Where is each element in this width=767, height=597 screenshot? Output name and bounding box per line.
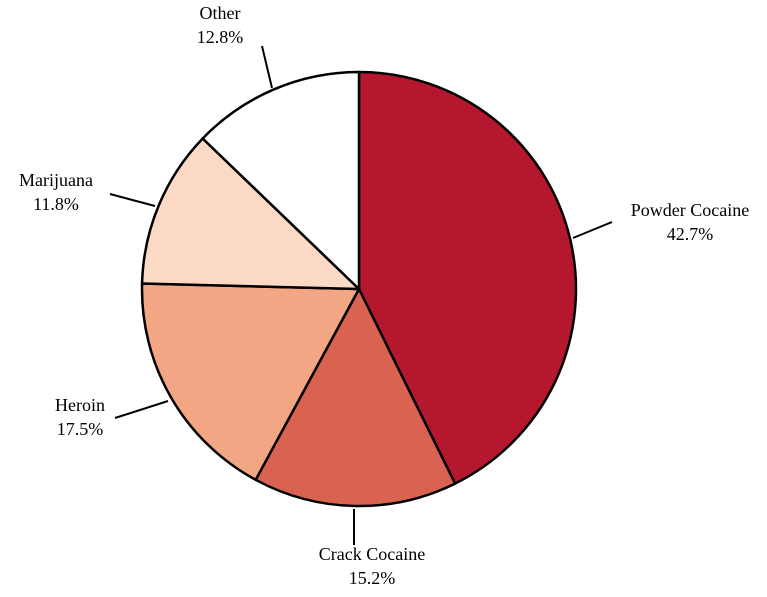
pie-slice-heroin: [140, 282, 361, 482]
slice-percent: 11.8%: [33, 194, 79, 214]
leader-line-marijuana: [109, 193, 156, 207]
slice-percent: 17.5%: [57, 419, 104, 439]
slice-percent: 15.2%: [349, 568, 396, 588]
leader-lines: [109, 45, 613, 545]
slice-label-powder-cocaine: Powder Cocaine 42.7%: [631, 200, 749, 244]
slice-name: Heroin: [55, 395, 105, 415]
slice-name: Marijuana: [19, 170, 93, 190]
leader-line-heroin: [114, 400, 169, 419]
leader-line-powder-cocaine: [572, 221, 613, 239]
slice-name: Crack Cocaine: [319, 544, 425, 564]
pie-slice-crack-cocaine: [254, 287, 457, 508]
slice-percent: 12.8%: [197, 27, 244, 47]
leader-line-other: [261, 45, 273, 89]
slice-name: Powder Cocaine: [631, 200, 749, 220]
slice-label-other: Other 12.8%: [197, 3, 244, 47]
slice-label-crack-cocaine: Crack Cocaine 15.2%: [319, 544, 425, 588]
slice-name: Other: [200, 3, 241, 23]
pie-slices: [140, 70, 578, 508]
pie-slice-marijuana: [140, 137, 361, 291]
slice-label-heroin: Heroin 17.5%: [55, 395, 105, 439]
slice-percent: 42.7%: [667, 224, 714, 244]
slice-labels: Powder Cocaine 42.7% Crack Cocaine 15.2% Her…: [19, 3, 749, 588]
pie-slice-other: [201, 70, 361, 291]
pie-slice-powder-cocaine: [357, 70, 578, 485]
slice-label-marijuana: Marijuana 11.8%: [19, 170, 93, 214]
